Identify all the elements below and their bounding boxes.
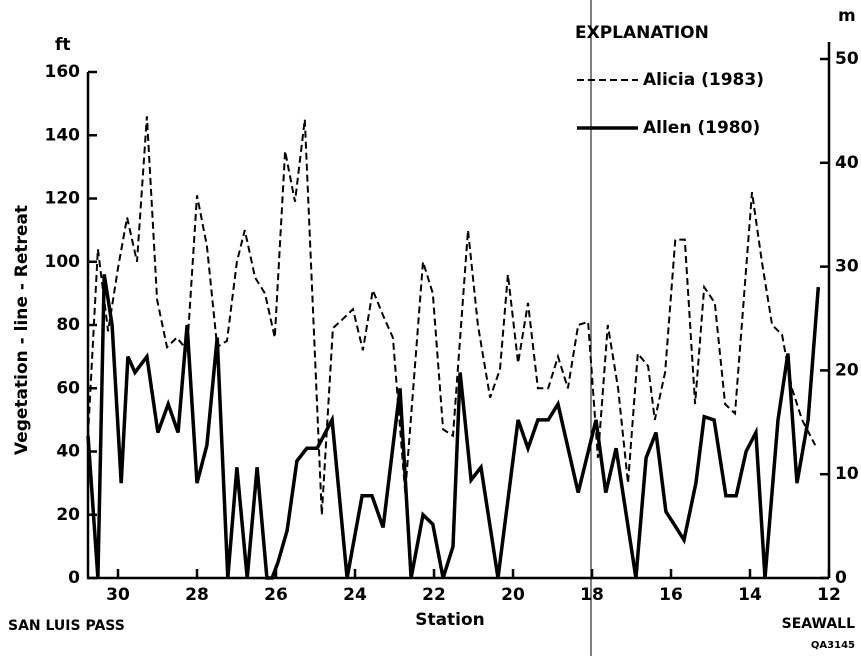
x-tick-label: 20 (501, 585, 525, 605)
y-tick-label: 160 (45, 62, 81, 82)
data-line (87, 116, 817, 515)
y-tick-label: 140 (45, 125, 81, 145)
y2-tick-label: 10 (835, 464, 859, 484)
y-axis-label: Vegetation - line - Retreat (12, 205, 32, 455)
x-tick-label: 18 (580, 585, 604, 605)
y-tick-label: 80 (56, 315, 80, 335)
y2-tick-label: 0 (835, 568, 847, 588)
y2-tick-label: 50 (835, 49, 859, 69)
annotation: SAN LUIS PASS (8, 618, 125, 634)
legend-label: Allen (1980) (643, 118, 760, 138)
y2-tick-label: 40 (835, 153, 859, 173)
x-axis-label: Station (415, 610, 485, 630)
legend-label: Alicia (1983) (643, 70, 764, 90)
y-tick-label: 60 (56, 378, 80, 398)
y-tick-label: 0 (68, 568, 80, 588)
data-line (86, 274, 821, 580)
x-tick-label: 30 (106, 585, 130, 605)
annotation: QA3145 (811, 640, 855, 651)
y2-tick-label: 30 (835, 257, 859, 277)
x-tick-label: 22 (422, 585, 446, 605)
y-unit: ft (55, 35, 71, 55)
y2-unit: m (838, 6, 856, 26)
x-tick-label: 16 (659, 585, 683, 605)
y-tick-label: 40 (56, 442, 80, 462)
x-tick-label: 12 (817, 585, 841, 605)
annotation: SEAWALL (782, 616, 855, 632)
y-tick-label: 120 (45, 189, 81, 209)
x-tick-label: 14 (738, 585, 762, 605)
x-tick-label: 26 (264, 585, 288, 605)
y-tick-label: 100 (45, 252, 81, 272)
y-tick-label: 20 (56, 505, 80, 525)
x-tick-label: 28 (185, 585, 209, 605)
legend-title: EXPLANATION (575, 23, 709, 43)
y2-tick-label: 20 (835, 360, 859, 380)
x-tick-label: 24 (343, 585, 367, 605)
